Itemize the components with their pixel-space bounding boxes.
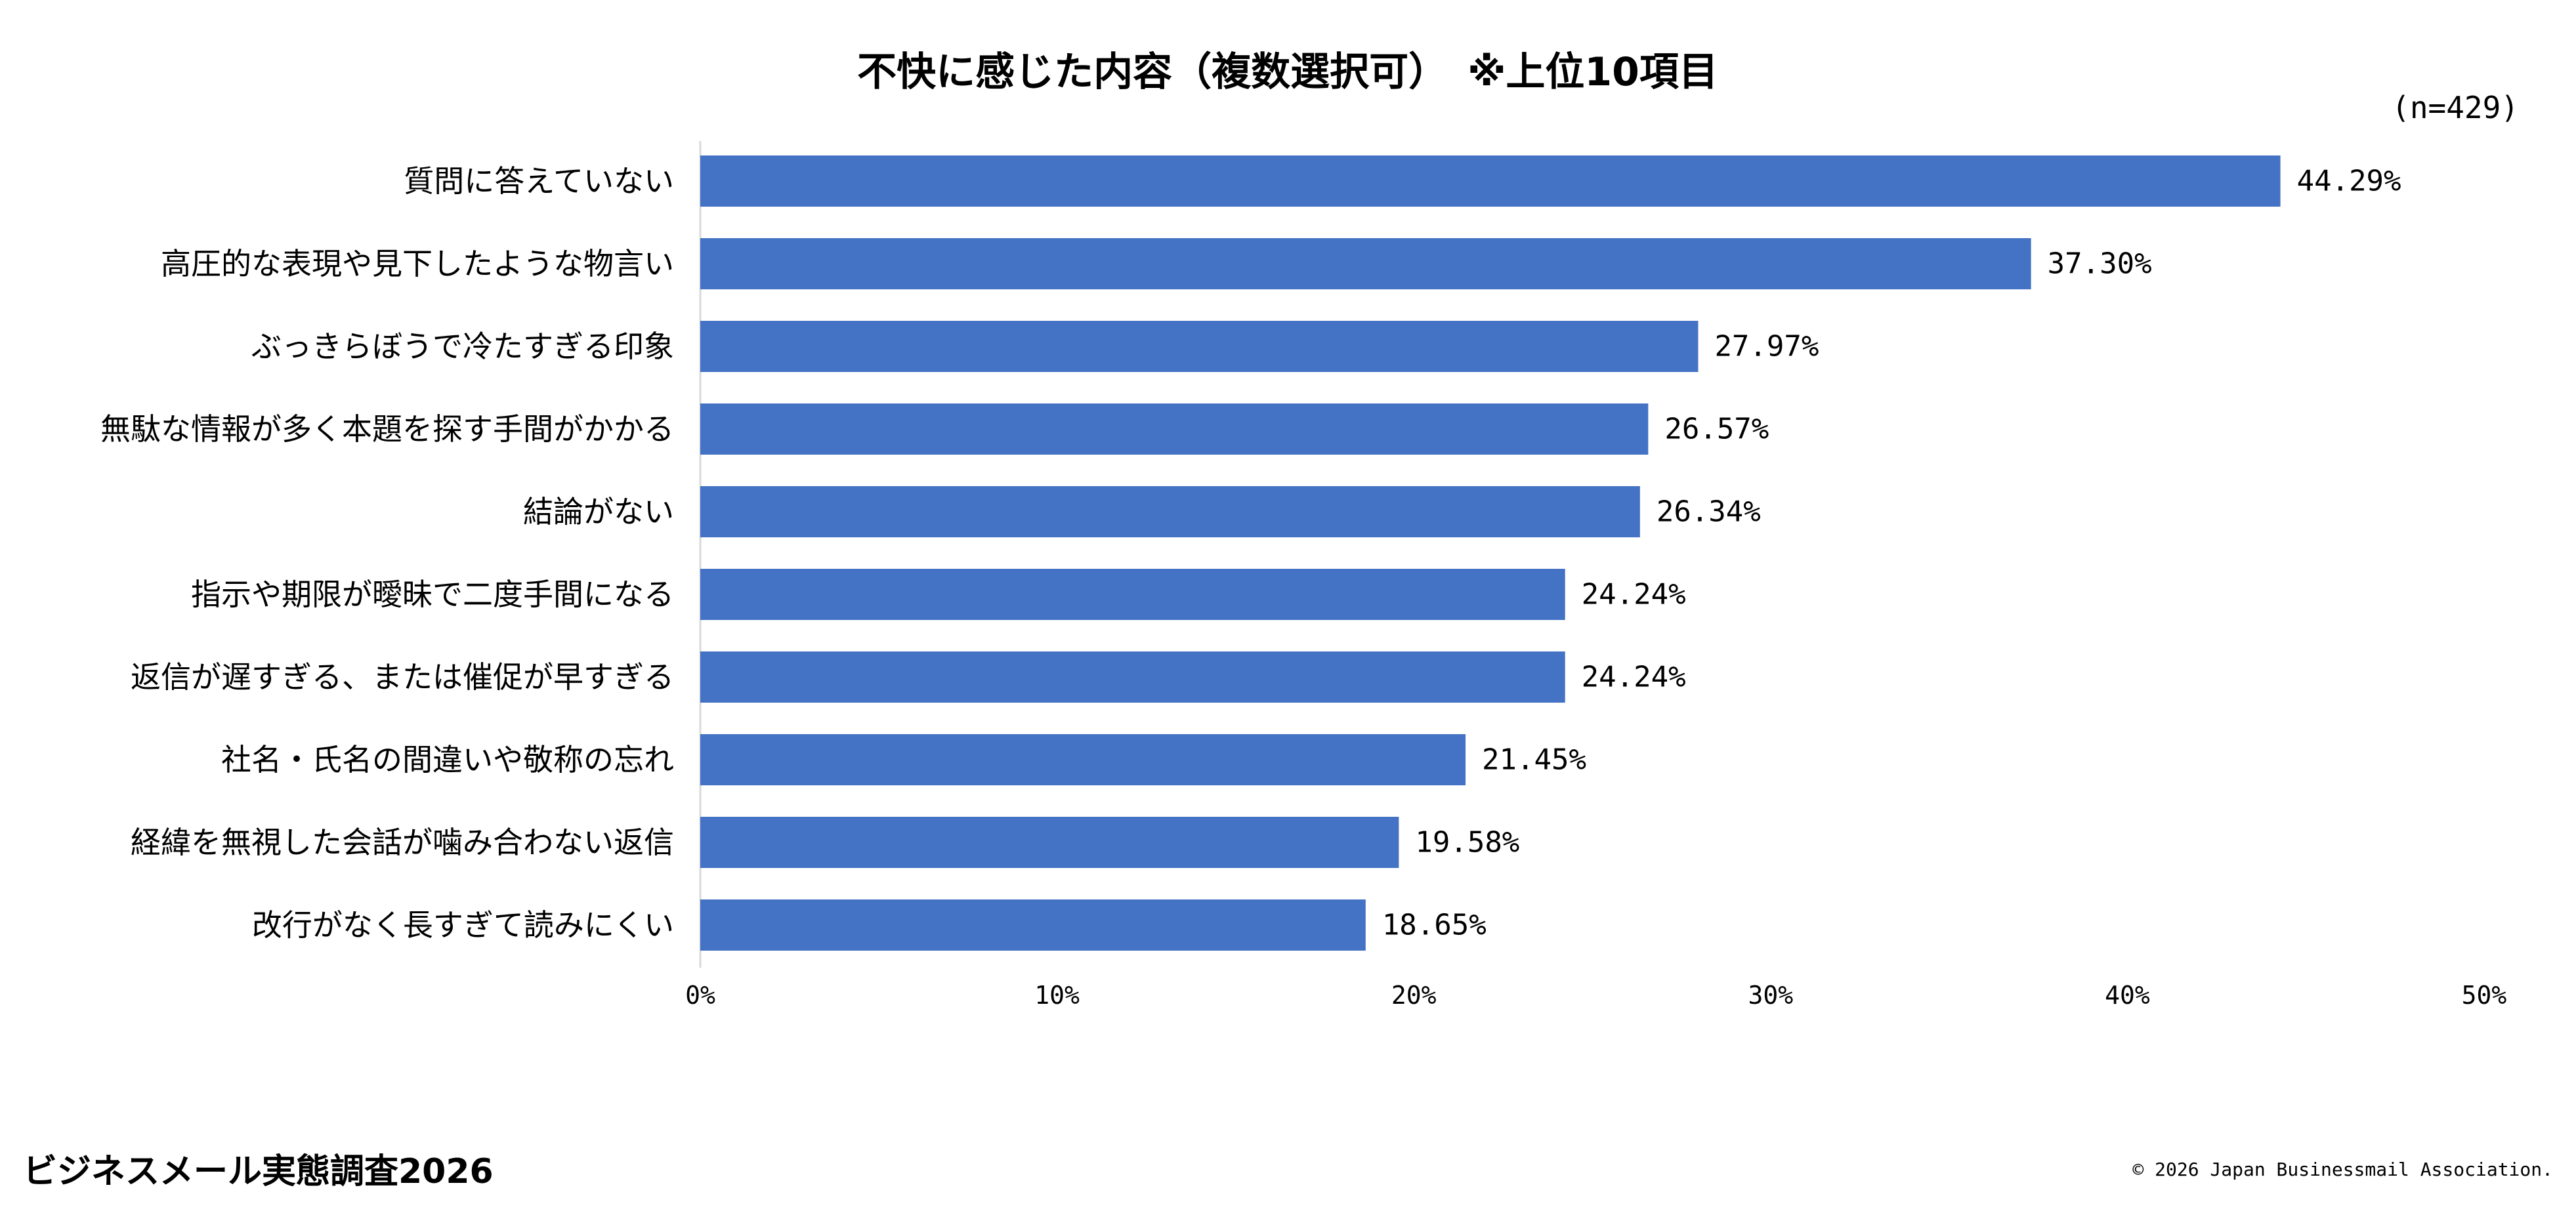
x-axis-ticks-group: 0% 10% 20% 30% 40% 50% — [685, 981, 2506, 1010]
category-label-3: ぶっきらぼうで冷たすぎる印象 — [251, 329, 674, 364]
category-label-4: 無駄な情報が多く本題を探す手間がかかる — [100, 411, 674, 447]
value-labels-group: 44.29% 37.30% 27.97% 26.57% 26.34% 24.24% 24.2… — [1382, 165, 2401, 942]
bar-9 — [700, 817, 1399, 868]
category-labels-group: 質問に答えていない高圧的な表現や見下したような物言いぶっきらぼうで冷たすぎる印象… — [100, 163, 674, 943]
category-label-8: 社名・氏名の間違いや敬称の忘れ — [221, 742, 674, 777]
value-label-4: 26.57% — [1664, 413, 1769, 446]
x-tick-label-20: 20% — [1391, 981, 1437, 1010]
x-tick-label-50: 50% — [2462, 981, 2507, 1010]
bar-8 — [700, 734, 1466, 785]
x-tick-label-0: 0% — [685, 981, 715, 1010]
value-label-1: 44.29% — [2297, 165, 2401, 198]
bar-2 — [700, 238, 2031, 289]
value-label-9: 19.58% — [1415, 826, 1519, 859]
value-label-6: 24.24% — [1582, 578, 1686, 611]
value-label-10: 18.65% — [1382, 909, 1487, 942]
x-tick-label-10: 10% — [1034, 981, 1080, 1010]
category-label-1: 質問に答えていない — [404, 163, 674, 199]
survey-name: ビジネスメール実態調査2026 — [23, 1152, 494, 1191]
bar-5 — [700, 486, 1640, 537]
x-tick-label-40: 40% — [2105, 981, 2150, 1010]
category-label-7: 返信が遅すぎる、または催促が早すぎる — [131, 659, 674, 695]
bar-10 — [700, 899, 1366, 951]
sample-size-note: (n=429) — [2392, 90, 2519, 125]
bar-4 — [700, 403, 1649, 455]
bar-3 — [700, 321, 1699, 372]
category-label-6: 指示や期限が曖昧で二度手間になる — [191, 577, 674, 612]
value-label-8: 21.45% — [1482, 743, 1586, 777]
value-label-2: 37.30% — [2048, 247, 2152, 281]
bar-1 — [700, 155, 2281, 207]
category-label-5: 結論がない — [523, 494, 674, 529]
value-label-5: 26.34% — [1657, 495, 1761, 529]
copyright: © 2026 Japan Businessmail Association. — [2132, 1159, 2553, 1180]
bar-6 — [700, 569, 1565, 620]
x-tick-label-30: 30% — [1748, 981, 1793, 1010]
category-label-9: 経緯を無視した会話が噛み合わない返信 — [131, 825, 674, 860]
value-label-7: 24.24% — [1582, 661, 1686, 694]
bar-7 — [700, 651, 1565, 703]
chart-title: 不快に感じた内容（複数選択可） ※上位10項目 — [857, 49, 1718, 95]
category-label-2: 高圧的な表現や見下したような物言い — [161, 246, 674, 281]
value-label-3: 27.97% — [1714, 330, 1819, 363]
bars-group — [700, 155, 2281, 951]
category-label-10: 改行がなく長すぎて読みにくい — [252, 907, 674, 943]
